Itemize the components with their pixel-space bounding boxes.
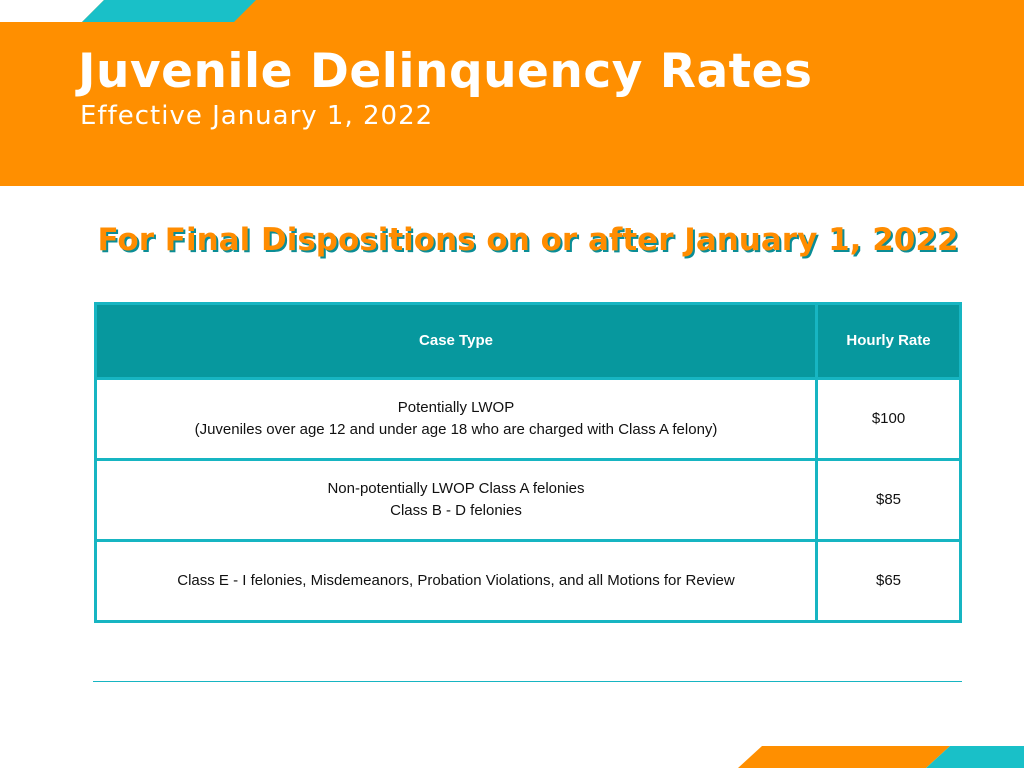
case-type-cell: Potentially LWOP (Juveniles over age 12 a… [94, 377, 818, 461]
subtitle: Effective January 1, 2022 [80, 101, 434, 131]
rate-cell: $100 [815, 377, 962, 461]
banner-notch [0, 0, 104, 22]
cell-line: $100 [871, 410, 906, 427]
rate-cell: $85 [815, 458, 962, 542]
table-row: Class E - I felonies, Misdemeanors, Prob… [94, 539, 962, 623]
orange-stripe [738, 746, 950, 768]
column-header: Hourly Rate [815, 302, 962, 380]
table-body: Potentially LWOP (Juveniles over age 12 a… [94, 377, 962, 623]
banner [0, 0, 1024, 186]
heading: For Final Dispositions on or after Janua… [97, 222, 959, 258]
teal-stripe [82, 0, 256, 22]
rates-table: Case Type Hourly Rate Potentially LWOP (Ju… [94, 302, 962, 623]
title: Juvenile Delinquency Rates [78, 44, 813, 99]
case-type-cell: Class E - I felonies, Misdemeanors, Prob… [94, 539, 818, 623]
rate-cell: $65 [815, 539, 962, 623]
cell-line: Class B - D felonies [390, 502, 522, 519]
cell-line: (Juveniles over age 12 and under age 18 … [194, 421, 718, 438]
table-head: Case Type Hourly Rate [94, 302, 962, 380]
cell-line: $85 [875, 491, 902, 508]
cell-line: Potentially LWOP [397, 399, 515, 416]
teal-stripe [926, 746, 1024, 768]
header-row: Case Type Hourly Rate [94, 302, 962, 380]
cell-line: Non-potentially LWOP Class A felonies [327, 480, 585, 497]
column-header: Case Type [94, 302, 818, 380]
case-type-cell: Non-potentially LWOP Class A felonies Cla… [94, 458, 818, 542]
cell-line: Class E - I felonies, Misdemeanors, Prob… [177, 572, 735, 589]
cell-line: $65 [875, 572, 902, 589]
table-row: Potentially LWOP (Juveniles over age 12 a… [94, 377, 962, 461]
table-row: Non-potentially LWOP Class A felonies Cla… [94, 458, 962, 542]
divider [93, 681, 962, 682]
